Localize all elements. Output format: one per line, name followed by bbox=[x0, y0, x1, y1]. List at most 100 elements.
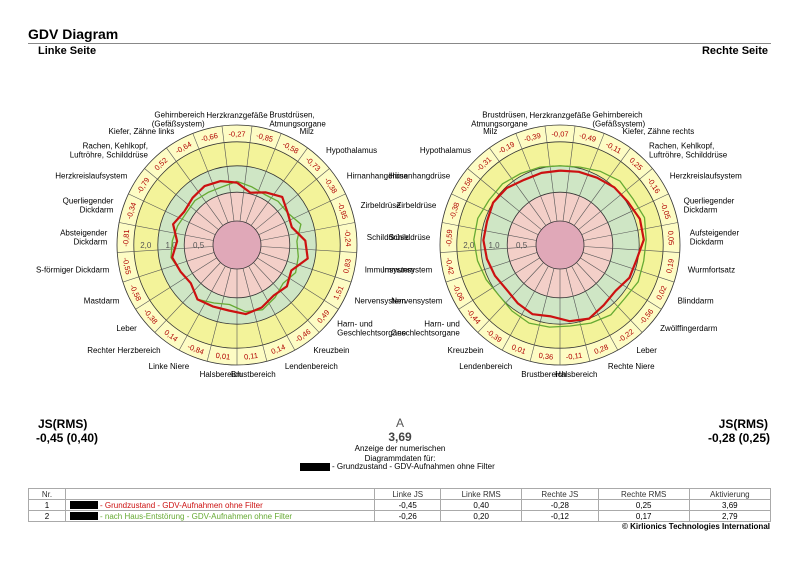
left-sector-divider bbox=[154, 262, 221, 333]
left-sector-value: 0,83 bbox=[341, 258, 353, 274]
right-side-heading: Rechte Seite bbox=[701, 45, 768, 57]
row-swatch bbox=[70, 512, 98, 521]
left-sector-divider bbox=[239, 125, 253, 222]
gdv-diagrams: 2,0 1,0 0,5 -0,27 Herzkranzgefäße -0,85 Brustd… bbox=[36, 111, 742, 379]
right-sector-divider bbox=[442, 222, 537, 241]
right-scale-label: 0,5 bbox=[516, 241, 528, 250]
right-sector-label: Schilddrüse bbox=[388, 233, 430, 242]
table-row[interactable]: 2 - nach Haus-Entstörung - GDV-Aufnahmen… bbox=[28, 510, 772, 522]
col-name bbox=[65, 488, 375, 500]
left-sector-divider bbox=[260, 246, 357, 253]
left-sector-label: Nervensystem bbox=[355, 296, 406, 305]
right-scale-label: 1,0 bbox=[488, 241, 500, 250]
left-sector-divider bbox=[135, 257, 217, 310]
right-sector-label: Aufsteigender Dickdarm bbox=[690, 228, 740, 246]
right-sector-divider bbox=[580, 257, 662, 310]
left-series-grundzustand bbox=[171, 180, 309, 316]
right-sector-divider bbox=[573, 147, 631, 226]
left-sector-divider bbox=[192, 133, 229, 223]
table-header-row: Nr. Linke JS Linke RMS Rechte JS Rechte … bbox=[28, 488, 772, 500]
right-sector-divider bbox=[581, 193, 669, 236]
right-sector-divider bbox=[544, 125, 558, 222]
left-sector-label: Absteigender Dickdarm bbox=[60, 228, 107, 246]
left-sector-label: Schilddrüse bbox=[367, 233, 409, 242]
right-sector-label: Herzkranzgefäße bbox=[529, 111, 591, 120]
left-sector-label: Hypothalamus bbox=[326, 146, 377, 155]
left-sector-label: S-förmiger Dickdarm bbox=[36, 265, 110, 274]
right-sector-value: 0,19 bbox=[664, 258, 676, 274]
right-sector-divider bbox=[515, 133, 552, 223]
left-sector-divider bbox=[245, 133, 282, 223]
left-sector-value: 0,01 bbox=[215, 351, 231, 362]
row-aktivierung: 3,69 bbox=[688, 499, 772, 511]
right-sector-label: Halsbereich bbox=[555, 370, 597, 379]
right-sector-divider bbox=[582, 252, 675, 283]
right-series-entstoerung bbox=[473, 165, 647, 328]
left-sector-label: Gehirnbereich (Gefäßsystem) bbox=[152, 111, 205, 129]
right-sector-divider bbox=[578, 168, 653, 230]
right-sector-value: -0,11 bbox=[565, 351, 583, 362]
results-table: Nr. Linke JS Linke RMS Rechte JS Rechte … bbox=[28, 488, 772, 522]
right-sector-divider bbox=[477, 262, 544, 333]
left-sector-divider bbox=[117, 246, 214, 253]
left-series-entstoerung bbox=[170, 180, 302, 313]
center-letter: A bbox=[395, 416, 404, 430]
row-rechte-js: -0,12 bbox=[520, 510, 599, 522]
right-sector-label: Wurmfortsatz bbox=[688, 265, 735, 274]
row-nr: 1 bbox=[28, 499, 66, 511]
left-sector-label: Leber bbox=[116, 324, 137, 333]
right-sector-label: Nervensystem bbox=[391, 296, 442, 305]
title-divider bbox=[28, 43, 771, 44]
right-sector-label: Lendenbereich bbox=[459, 362, 512, 371]
col-linke-js: Linke JS bbox=[373, 488, 442, 500]
right-sector-divider bbox=[565, 268, 591, 362]
left-sector-value: 0,11 bbox=[244, 351, 259, 362]
right-sector-divider bbox=[583, 222, 678, 241]
col-nr: Nr. bbox=[28, 488, 66, 500]
row-swatch bbox=[70, 501, 98, 510]
left-sector-divider bbox=[253, 262, 320, 333]
left-sector-label: Immunsystem bbox=[365, 265, 415, 274]
left-sector-divider bbox=[144, 168, 219, 230]
left-side-heading: Linke Seite bbox=[38, 45, 97, 57]
right-sector-divider bbox=[568, 133, 605, 223]
row-name-text: - nach Haus-Entstörung - GDV-Aufnahmen o… bbox=[100, 511, 293, 521]
right-sector-value: -0,59 bbox=[444, 229, 454, 247]
right-sector-divider bbox=[583, 246, 680, 253]
right-sector-label: Harn- und Geschlechtsorgane bbox=[391, 319, 460, 337]
row-linke-rms: 0,40 bbox=[440, 499, 522, 511]
left-sector-label: Mastdarm bbox=[84, 296, 120, 305]
col-rechte-js: Rechte JS bbox=[520, 488, 599, 500]
row-nr: 2 bbox=[28, 510, 66, 522]
row-name: - nach Haus-Entstörung - GDV-Aufnahmen o… bbox=[65, 510, 375, 522]
center-activation-value: 3,69 bbox=[388, 430, 412, 444]
right-sector-value: -0,42 bbox=[444, 257, 456, 275]
row-rechte-rms: 0,17 bbox=[597, 510, 690, 522]
right-sector-label: Gehirnbereich (Gefäßsystem) bbox=[592, 111, 645, 129]
right-sector-value: -0,39 bbox=[523, 131, 542, 144]
current-series-legend: - Grundzustand - GDV-Aufnahmen ohne Filt… bbox=[300, 462, 495, 471]
right-sector-divider bbox=[440, 246, 537, 253]
left-sector-value: -0,81 bbox=[121, 229, 131, 247]
right-js-rms-label: JS(RMS) bbox=[718, 417, 768, 431]
col-aktivierung: Aktivierung bbox=[688, 488, 772, 500]
left-sector-value: -0,55 bbox=[121, 257, 133, 275]
right-sector-divider bbox=[562, 125, 576, 222]
legend-text: - Grundzustand - GDV-Aufnahmen ohne Filt… bbox=[332, 462, 495, 471]
left-sector-label: Brustbereich bbox=[231, 370, 276, 379]
right-sector-label: Rachen, Kehlkopf, Luftröhre, Schilddrüse bbox=[649, 142, 728, 160]
left-sector-divider bbox=[206, 268, 232, 362]
right-sector-divider bbox=[451, 193, 539, 236]
right-sector-label: Kreuzbein bbox=[448, 346, 484, 355]
left-sector-label: Rachen, Kehlkopf, Luftröhre, Schilddrüse bbox=[70, 142, 149, 160]
left-sector-divider bbox=[248, 265, 296, 351]
right-sector-label: Leber bbox=[636, 346, 657, 355]
left-sector-label: Milz bbox=[300, 127, 314, 136]
right-sector-value: 0,05 bbox=[666, 230, 676, 245]
right-sector-label: Blinddarm bbox=[678, 296, 714, 305]
left-sector-divider bbox=[258, 193, 346, 236]
left-scale-label: 0,5 bbox=[193, 241, 205, 250]
left-sector-label: Herzkreislaufsystem bbox=[55, 171, 127, 180]
table-row[interactable]: 1 - Grundzustand - GDV-Aufnahmen ohne Fi… bbox=[28, 499, 772, 511]
right-sector-divider bbox=[467, 168, 542, 230]
